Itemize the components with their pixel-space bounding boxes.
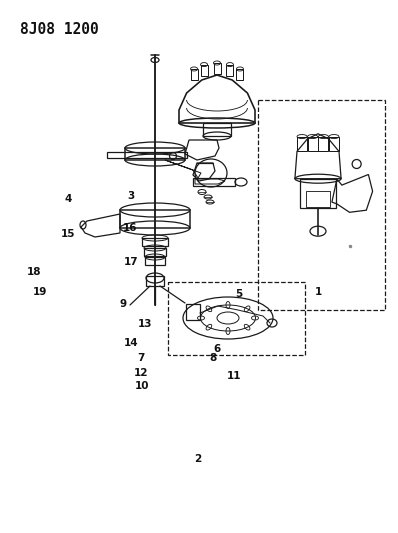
Text: 16: 16 — [123, 223, 138, 232]
Text: 6: 6 — [213, 344, 220, 354]
Bar — [306, 191, 330, 207]
Text: 8J08 1200: 8J08 1200 — [20, 22, 99, 37]
Text: 1: 1 — [315, 287, 322, 297]
Text: 5: 5 — [235, 289, 242, 299]
Text: 12: 12 — [134, 368, 148, 378]
Text: 2: 2 — [195, 455, 202, 464]
Text: 3: 3 — [128, 191, 135, 201]
Bar — [258, 100, 385, 310]
Text: 14: 14 — [124, 338, 139, 348]
Text: 15: 15 — [61, 229, 76, 239]
Text: 13: 13 — [138, 319, 152, 328]
Text: 7: 7 — [138, 353, 145, 363]
Text: 10: 10 — [135, 382, 150, 391]
Text: 4: 4 — [65, 194, 72, 204]
Text: 11: 11 — [227, 372, 241, 381]
Text: 9: 9 — [120, 299, 127, 309]
Text: 19: 19 — [33, 287, 47, 296]
Text: 8: 8 — [209, 353, 217, 363]
Text: 18: 18 — [27, 267, 41, 277]
Text: 17: 17 — [124, 257, 139, 267]
Bar — [168, 282, 305, 355]
